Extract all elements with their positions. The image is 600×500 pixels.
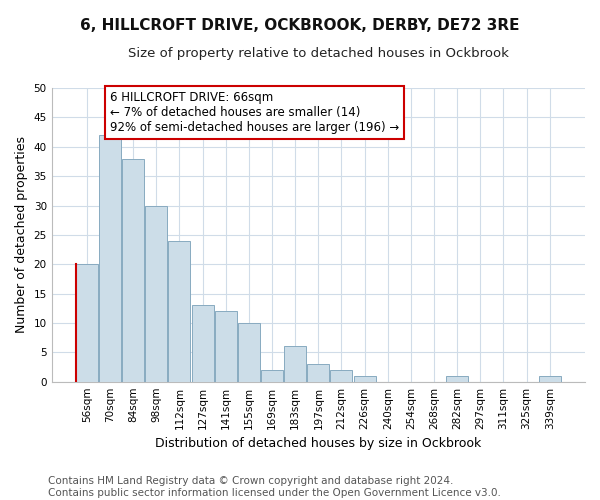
Bar	[539, 376, 561, 382]
Bar	[169, 240, 190, 382]
Y-axis label: Number of detached properties: Number of detached properties	[15, 136, 28, 334]
Bar	[261, 370, 283, 382]
Bar	[353, 376, 376, 382]
Bar	[122, 158, 144, 382]
Text: Contains HM Land Registry data © Crown copyright and database right 2024.
Contai: Contains HM Land Registry data © Crown c…	[48, 476, 501, 498]
Title: Size of property relative to detached houses in Ockbrook: Size of property relative to detached ho…	[128, 48, 509, 60]
Bar	[145, 206, 167, 382]
Bar	[99, 135, 121, 382]
Bar	[331, 370, 352, 382]
Bar	[446, 376, 468, 382]
Bar	[191, 306, 214, 382]
Bar	[307, 364, 329, 382]
Bar	[238, 323, 260, 382]
Bar	[284, 346, 306, 382]
Bar	[215, 311, 237, 382]
Bar	[76, 264, 98, 382]
X-axis label: Distribution of detached houses by size in Ockbrook: Distribution of detached houses by size …	[155, 437, 481, 450]
Text: 6 HILLCROFT DRIVE: 66sqm
← 7% of detached houses are smaller (14)
92% of semi-de: 6 HILLCROFT DRIVE: 66sqm ← 7% of detache…	[110, 91, 399, 134]
Text: 6, HILLCROFT DRIVE, OCKBROOK, DERBY, DE72 3RE: 6, HILLCROFT DRIVE, OCKBROOK, DERBY, DE7…	[80, 18, 520, 32]
